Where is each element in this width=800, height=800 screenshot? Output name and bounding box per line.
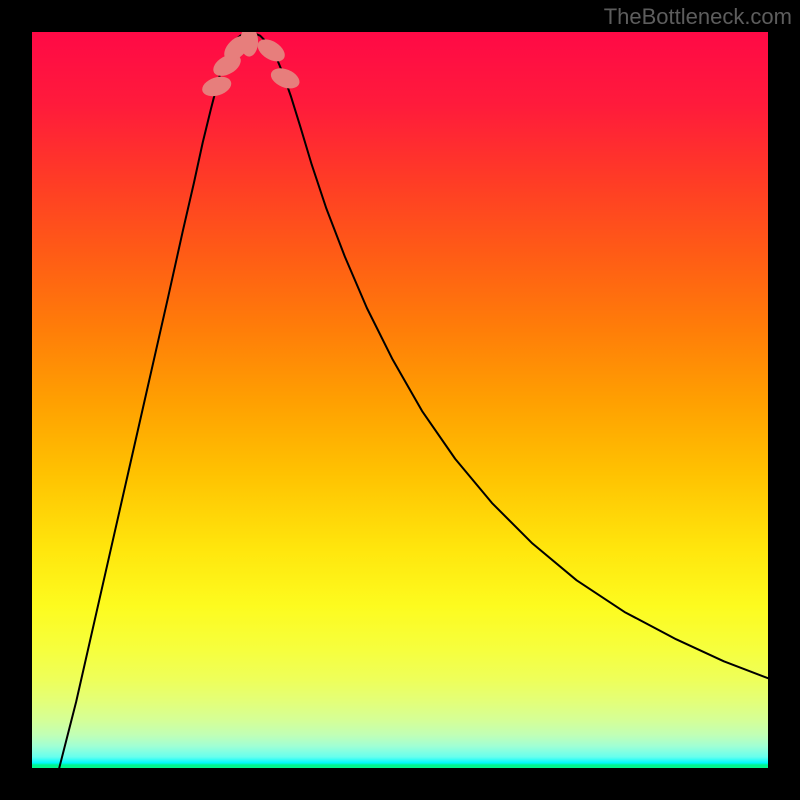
plot-area	[32, 32, 768, 768]
curve-markers	[200, 32, 303, 100]
curve-marker	[254, 35, 289, 66]
curve-line	[59, 33, 768, 768]
curve-marker	[268, 64, 303, 92]
watermark-text: TheBottleneck.com	[604, 4, 792, 30]
bottleneck-curve	[32, 32, 768, 768]
curve-marker	[200, 73, 234, 99]
